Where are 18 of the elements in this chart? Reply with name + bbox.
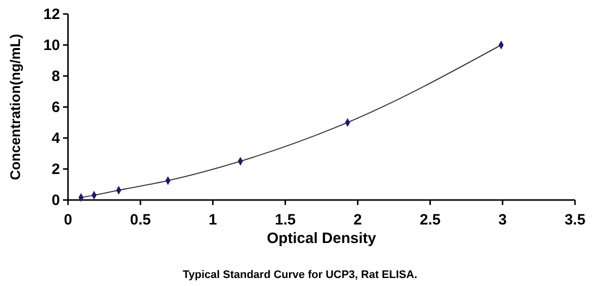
y-tick-label: 6	[52, 98, 60, 116]
y-tick-label: 2	[52, 160, 60, 178]
y-tick-label: 10	[43, 36, 60, 54]
x-tick-label: 2	[354, 212, 362, 228]
text: Typical Standard Curve for UCP3, Rat ELISA.	[182, 269, 418, 281]
y-tick-label: 4	[52, 130, 61, 147]
y-axis-title: Concentration(ng/mL)	[7, 34, 23, 180]
x-tick-label: 1.5	[274, 212, 296, 228]
y-tick-label: 8	[52, 68, 60, 85]
x-tick-label: 1	[208, 212, 218, 228]
x-tick-label: 3.5	[564, 212, 586, 228]
x-tick-label: 0.5	[130, 212, 151, 228]
x-tick-label: 3	[498, 212, 507, 228]
x-tick-label: 0	[64, 212, 72, 228]
x-axis-title: Optical Density	[266, 230, 377, 247]
y-tick-label: 0	[52, 192, 60, 209]
x-tick-label: 2.5	[420, 212, 441, 228]
y-tick-label: 12	[43, 6, 60, 23]
